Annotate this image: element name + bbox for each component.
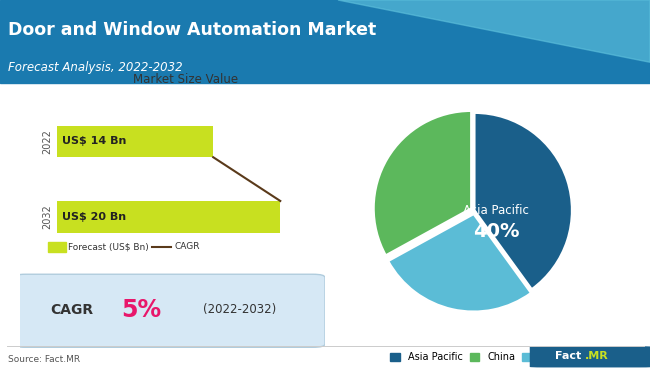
Wedge shape (374, 111, 471, 255)
FancyBboxPatch shape (530, 346, 650, 368)
Wedge shape (474, 113, 572, 289)
Text: 5%: 5% (122, 298, 162, 322)
Text: Asia Pacific: Asia Pacific (463, 204, 529, 217)
Text: .MR: .MR (585, 351, 609, 361)
Polygon shape (338, 0, 650, 62)
Text: Source: Fact.MR: Source: Fact.MR (8, 355, 80, 364)
Text: Fact: Fact (556, 351, 582, 361)
Text: (2022-2032): (2022-2032) (203, 303, 276, 317)
Text: Forecast (US$ Bn): Forecast (US$ Bn) (68, 242, 149, 252)
Wedge shape (388, 214, 531, 311)
Text: Forecast Analysis, 2022-2032: Forecast Analysis, 2022-2032 (8, 61, 183, 75)
Text: 40%: 40% (473, 222, 519, 241)
Legend: Asia Pacific, China, U.S.: Asia Pacific, China, U.S. (387, 348, 562, 366)
Text: US$ 20 Bn: US$ 20 Bn (62, 212, 126, 222)
Bar (57, 125, 213, 157)
Text: US$ 14 Bn: US$ 14 Bn (62, 137, 127, 146)
FancyBboxPatch shape (14, 274, 325, 347)
Text: Door and Window Automation Market: Door and Window Automation Market (8, 21, 376, 39)
Text: 2032: 2032 (43, 204, 53, 229)
Bar (47, 242, 66, 252)
Text: CAGR: CAGR (50, 303, 93, 317)
Title: Market Size Value: Market Size Value (133, 73, 238, 86)
Bar (57, 201, 280, 232)
Text: 2022: 2022 (43, 129, 53, 154)
Text: CAGR: CAGR (174, 242, 200, 252)
